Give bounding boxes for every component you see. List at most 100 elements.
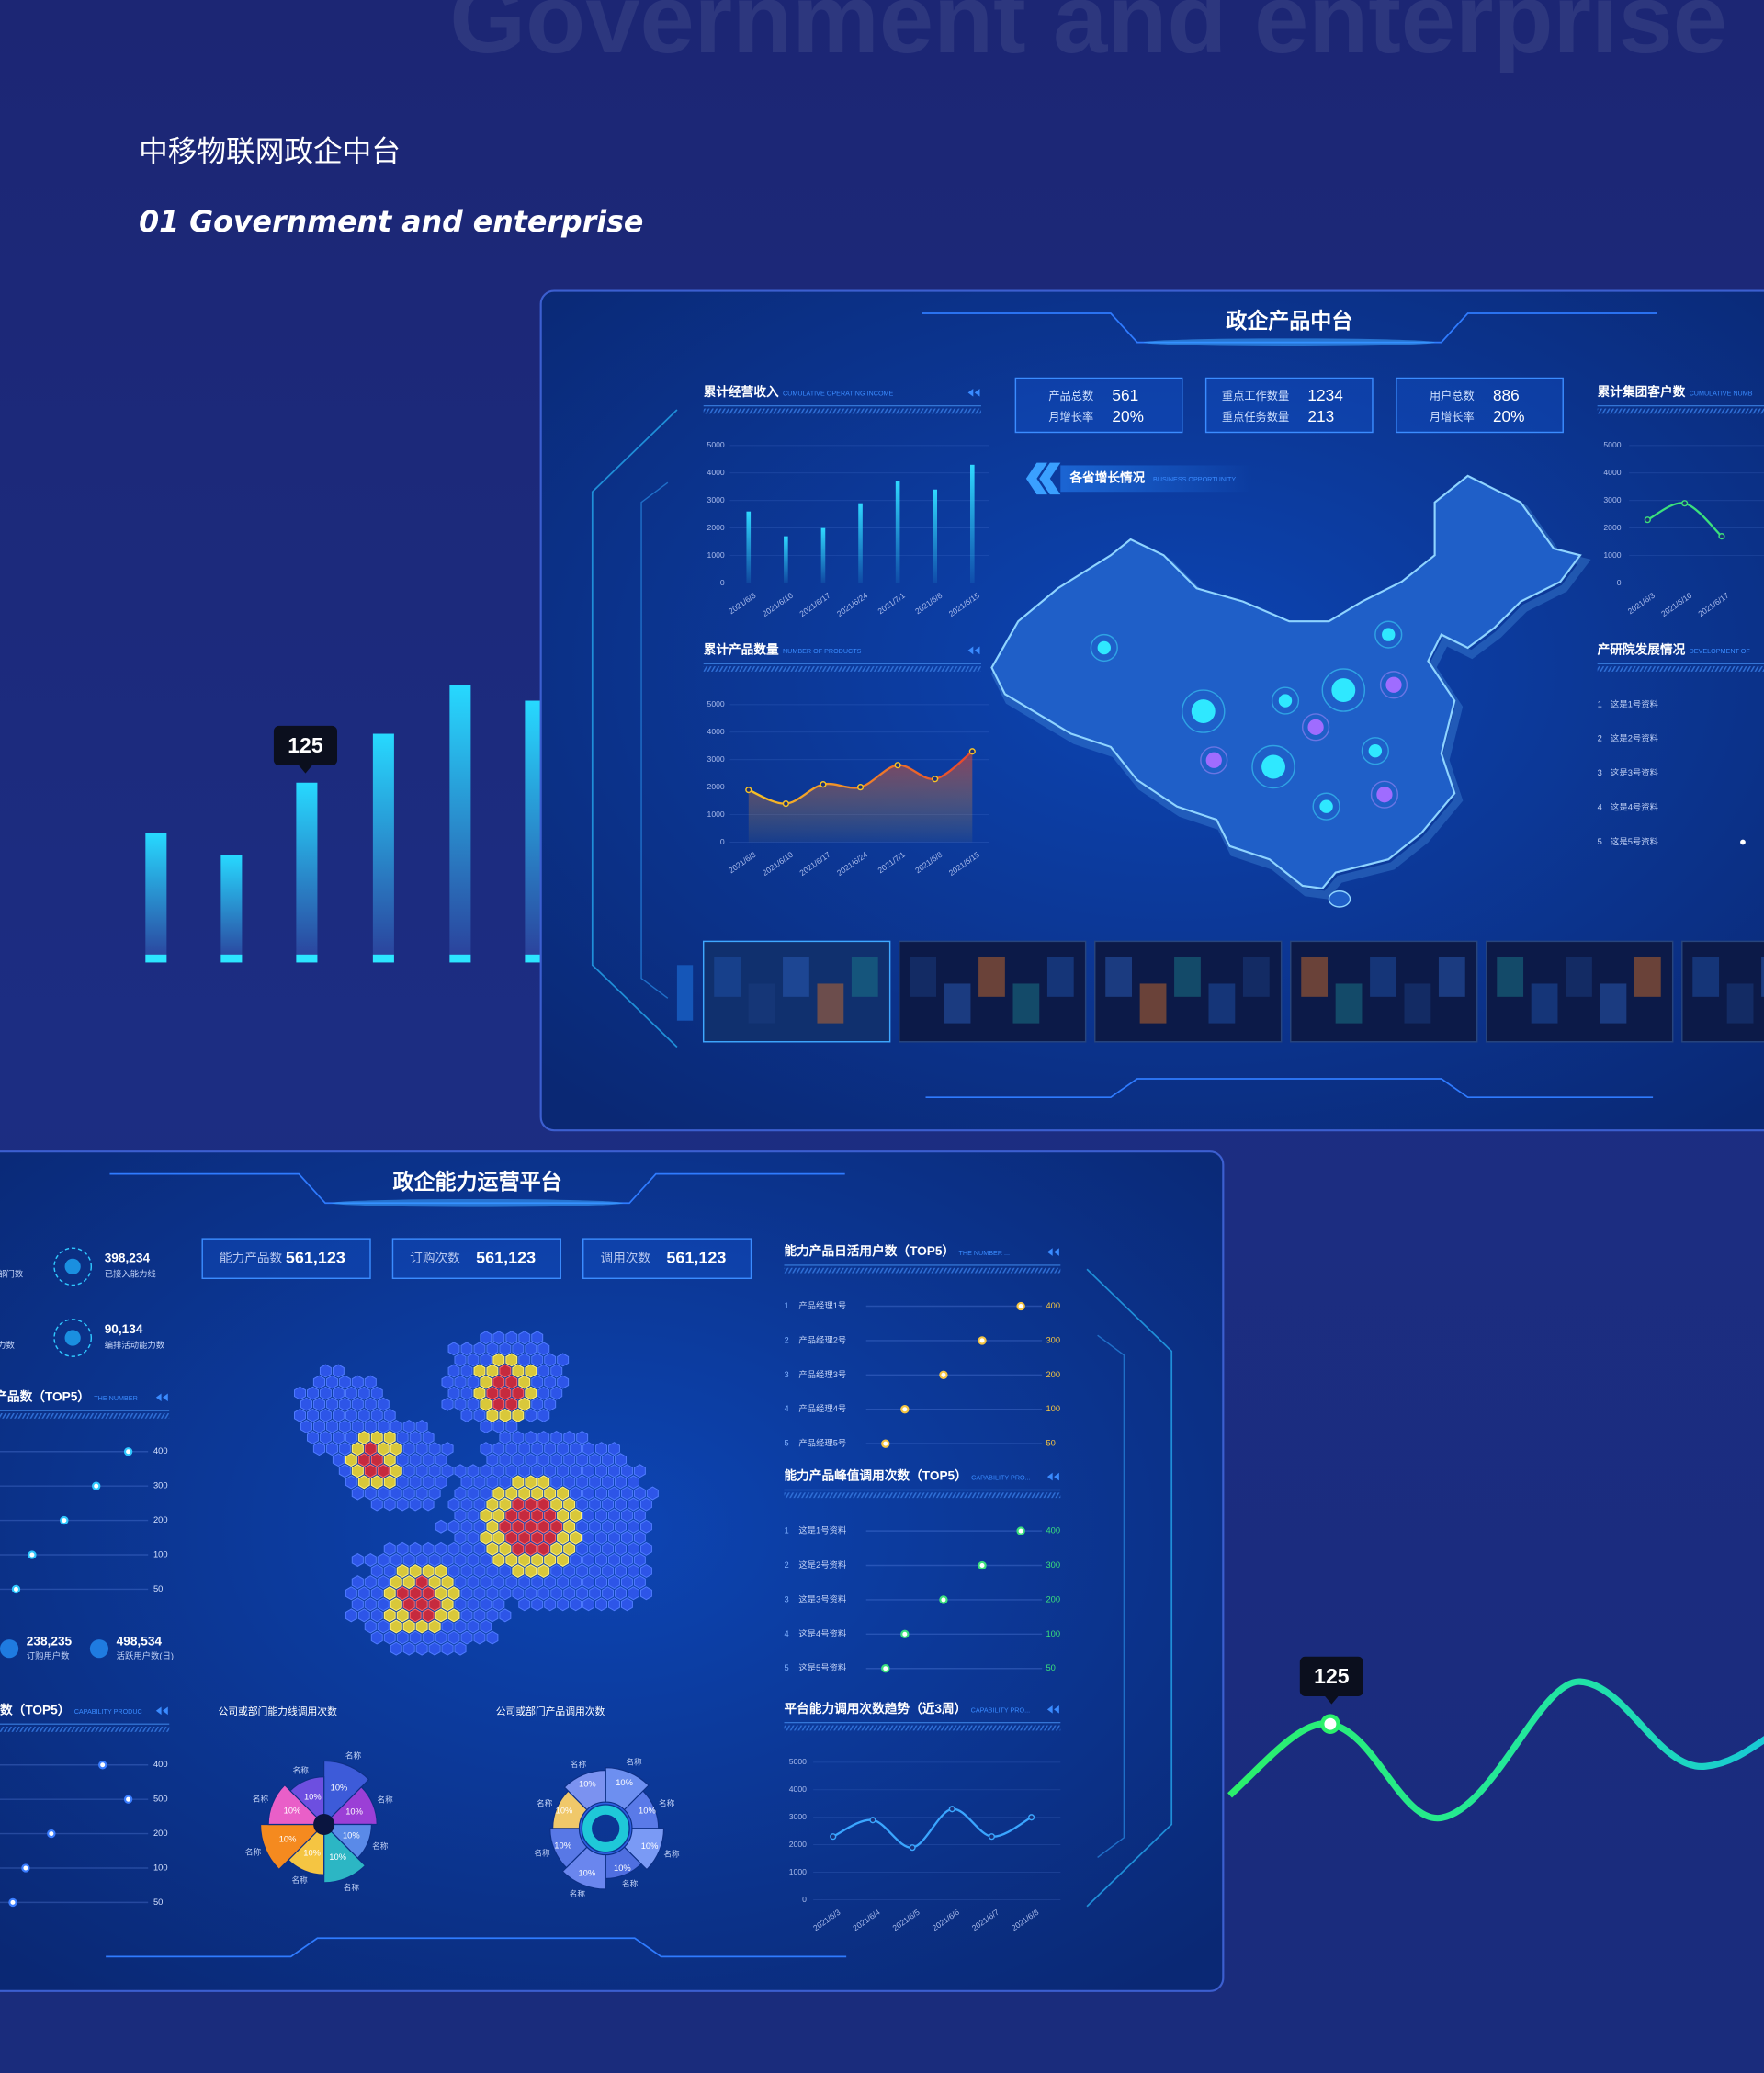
hex-cell — [460, 1386, 473, 1400]
hex-cell — [312, 1375, 325, 1389]
section-hatch — [1597, 408, 1764, 414]
stat-box — [1014, 377, 1183, 434]
hex-cell — [364, 1575, 377, 1590]
rank-dot — [881, 1664, 890, 1673]
hex-cell — [518, 1442, 531, 1456]
hex-cell — [351, 1575, 364, 1590]
rank-dot — [11, 1584, 21, 1594]
hex-cell — [460, 1475, 473, 1490]
thumbnail-block — [1139, 983, 1167, 1024]
y-tick-label: 3000 — [1603, 495, 1621, 504]
hex-cell — [499, 1408, 512, 1422]
hex-cell — [492, 1597, 505, 1612]
user-icon — [0, 1639, 19, 1659]
section-arrows — [155, 1393, 168, 1402]
map-dot — [1376, 787, 1393, 803]
hex-cell — [364, 1552, 377, 1567]
hex-cell — [620, 1530, 633, 1545]
stat-value: 886 — [1493, 386, 1520, 404]
hex-cell — [505, 1486, 518, 1501]
hex-cell — [486, 1586, 499, 1601]
hex-cell — [377, 1619, 390, 1634]
hex-cell — [537, 1475, 550, 1490]
hex-cell — [390, 1552, 402, 1567]
hex-cell — [377, 1552, 390, 1567]
list-rank: 4 — [1598, 803, 1602, 812]
map-halo — [1374, 620, 1403, 649]
hex-cell — [447, 1564, 460, 1579]
pie-value-label: 10% — [304, 1792, 322, 1801]
hex-cell — [505, 1419, 518, 1433]
hex-cell — [460, 1541, 473, 1556]
rank-label: 产品经理1号 — [798, 1300, 846, 1310]
hex-cell — [338, 1464, 351, 1478]
pie-segment — [322, 1786, 378, 1826]
hex-cell — [447, 1586, 460, 1601]
rank-value: 100 — [1046, 1404, 1060, 1413]
hex-cell — [563, 1475, 576, 1490]
hex-cell — [377, 1442, 390, 1456]
y-tick-label: 2000 — [1603, 523, 1621, 532]
hex-cell — [589, 1453, 602, 1467]
rank-label: 这是2号资料 — [798, 1559, 847, 1569]
hex-cell — [409, 1497, 422, 1512]
panel-title: 政企能力运营平台 — [392, 1170, 561, 1194]
map-dot — [1319, 799, 1333, 813]
hex-cell — [537, 1342, 550, 1356]
section-subtitle: CUMULATIVE OPERATING INCOME — [783, 390, 894, 398]
thumbnail-block — [1634, 957, 1661, 997]
map-subtitle: BUSINESS OPPORTUNITY — [1153, 475, 1236, 483]
hex-cell — [428, 1442, 441, 1456]
y-tick-label: 4000 — [707, 727, 725, 736]
hex-cell — [480, 1486, 492, 1501]
stat-label: 重点工作数量 — [1222, 389, 1289, 402]
hex-cell — [435, 1541, 447, 1556]
hex-cell — [512, 1541, 525, 1556]
hex-cell — [319, 1431, 332, 1445]
rank: 4 — [784, 1404, 788, 1413]
hex-cell — [435, 1475, 447, 1490]
list-label: 这是2号资料 — [1611, 733, 1659, 743]
pie-name: 名称 — [293, 1764, 310, 1774]
panel-foot — [925, 1078, 1654, 1099]
section-hatch — [784, 1492, 1061, 1499]
hex-cell — [486, 1453, 499, 1467]
hex-cell — [589, 1586, 602, 1601]
map-halo — [1379, 671, 1408, 699]
hex-cell — [505, 1464, 518, 1478]
rank-label: 这是3号资料 — [798, 1593, 847, 1603]
hex-cell — [460, 1564, 473, 1579]
stat-label: 用户总数 — [1430, 389, 1475, 402]
stat-value: 213 — [1307, 407, 1334, 425]
hex-cell — [473, 1586, 486, 1601]
hex-cell — [409, 1541, 422, 1556]
y-tick-label: 0 — [1617, 578, 1622, 587]
hex-cell — [531, 1486, 544, 1501]
pie-value-label: 10% — [331, 1783, 348, 1792]
hex-cell — [428, 1552, 441, 1567]
section-title: 累计集团客户数 — [1598, 384, 1686, 399]
pie-value-label: 10% — [639, 1807, 656, 1816]
hex-cell — [531, 1442, 544, 1456]
hex-cell — [447, 1519, 460, 1534]
hex-cell — [377, 1464, 390, 1478]
section-title: 累计产品数量 — [704, 641, 779, 656]
hex-cell — [595, 1530, 607, 1545]
hex-cell — [537, 1431, 550, 1445]
hex-cell — [454, 1486, 467, 1501]
hex-cell — [441, 1597, 454, 1612]
rank-value: 400 — [153, 1760, 168, 1769]
hex-cell — [435, 1608, 447, 1623]
hex-cell — [499, 1431, 512, 1445]
hex-cell — [460, 1364, 473, 1378]
rank-value: 400 — [1046, 1526, 1060, 1535]
section-title: 平台能力调用次数趋势（近3周） — [784, 1701, 967, 1716]
hex-cell — [294, 1408, 306, 1422]
hex-cell — [441, 1552, 454, 1567]
hex-cell — [602, 1541, 615, 1556]
y-tick-label: 2000 — [707, 523, 725, 532]
rank-label: 这是1号资料 — [798, 1525, 847, 1535]
hex-cell — [454, 1619, 467, 1634]
hex-cell — [460, 1408, 473, 1422]
hex-cell — [345, 1608, 357, 1623]
